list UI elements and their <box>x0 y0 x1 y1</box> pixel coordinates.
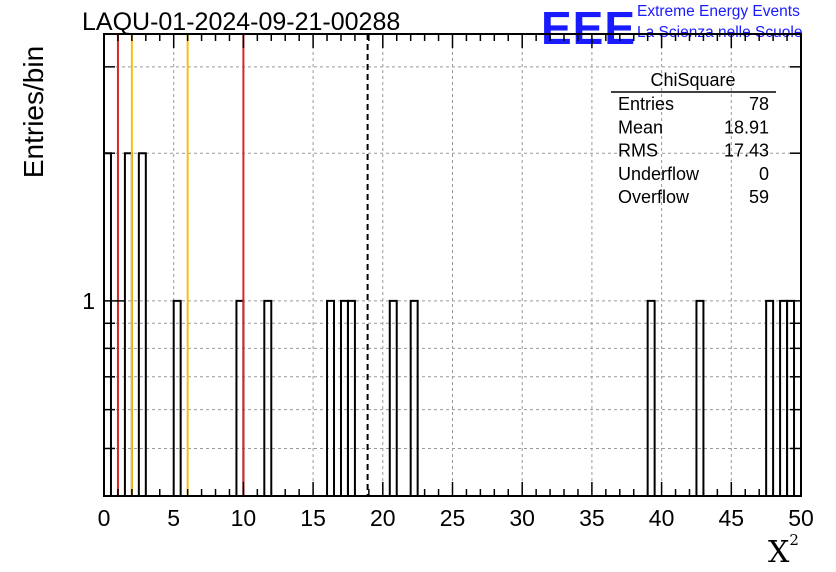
histogram-bin <box>779 299 789 496</box>
chart-title: LAQU-01-2024-09-21-00288 <box>82 8 401 36</box>
histogram-bin <box>646 299 656 496</box>
x-tick-label: 45 <box>719 505 745 531</box>
histogram-bin <box>235 299 245 496</box>
x-tick-label: 25 <box>440 505 466 531</box>
x-tick-label: 40 <box>649 505 675 531</box>
histogram-bin <box>765 299 775 496</box>
x-axis-label-base: X <box>768 535 790 570</box>
stats-row-value: 18.91 <box>724 117 769 137</box>
stats-row-label: Underflow <box>618 164 700 184</box>
stats-row-label: Mean <box>618 117 663 137</box>
x-axis-label: X2 <box>768 531 799 570</box>
x-tick-label: 30 <box>509 505 535 531</box>
histogram-bin <box>388 299 398 496</box>
stats-row-label: RMS <box>618 141 658 161</box>
histogram-bin <box>339 299 349 496</box>
x-axis-label-superscript: 2 <box>789 531 799 549</box>
stats-box: ChiSquare Entries 78 Mean 18.91 RMS 17.43 Under… <box>611 70 776 207</box>
stats-row-value: 59 <box>749 187 769 207</box>
stats-row-label: Entries <box>618 94 674 114</box>
stats-row-label: Overflow <box>618 187 690 207</box>
histogram-bin <box>346 299 356 496</box>
histogram-bin <box>123 152 133 496</box>
logo-line-2: La Scienza nelle Scuole <box>637 24 803 41</box>
logo-line-1: Extreme Energy Events <box>637 3 800 20</box>
y-tick-label: 1 <box>82 288 95 314</box>
histogram-bin <box>409 299 419 496</box>
histogram-bin <box>326 299 336 496</box>
histogram-bin <box>137 152 147 496</box>
marker-lines <box>116 34 369 496</box>
stats-row-value: 78 <box>749 94 769 114</box>
x-tick-label: 50 <box>788 505 814 531</box>
histogram-bin <box>263 299 273 496</box>
x-tick-label: 20 <box>370 505 396 531</box>
x-tick-label: 10 <box>231 505 257 531</box>
histogram-bin <box>695 299 705 496</box>
histogram-bin <box>103 152 112 496</box>
histogram-bin <box>786 299 796 496</box>
stats-row-value: 0 <box>759 164 769 184</box>
eee-logo: EEE <box>541 2 637 54</box>
stats-row-value: 17.43 <box>724 141 769 161</box>
x-tick-label: 0 <box>98 505 111 531</box>
histogram-bins <box>103 152 796 496</box>
histogram-bin <box>172 299 182 496</box>
stats-box-title: ChiSquare <box>650 70 735 90</box>
x-tick-label: 35 <box>579 505 605 531</box>
x-tick-label: 15 <box>300 505 326 531</box>
x-tick-label: 5 <box>167 505 180 531</box>
axes: 0 5 10 15 20 25 30 35 40 45 50 1 <box>82 33 814 531</box>
